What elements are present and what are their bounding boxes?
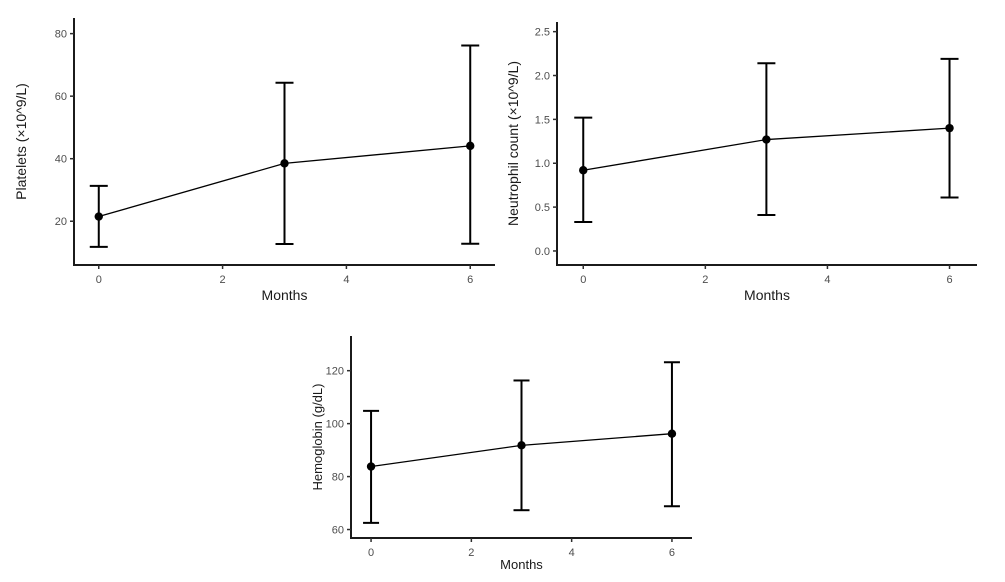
platelets-chart: 20 40 60 80 0 2 4 6 Months Platelets (×10^9/L) (13, 18, 495, 303)
y-tick-label: 100 (326, 419, 344, 431)
x-axis-title: Months (262, 287, 308, 303)
neutrophil-count-chart: 0.0 0.5 1.0 1.5 2.0 2.5 0 2 4 6 Months Neutrophil c… (505, 22, 977, 303)
y-axis-title: Platelets (×10^9/L) (13, 83, 29, 200)
x-tick-label: 6 (946, 274, 952, 286)
x-tick-label: 2 (220, 274, 226, 286)
data-point (94, 212, 103, 221)
data-point (280, 159, 289, 168)
x-tick-label: 0 (368, 547, 374, 559)
data-point (762, 135, 771, 144)
data-point (517, 441, 526, 450)
y-tick-label: 2.5 (535, 27, 550, 39)
y-axis-title: Hemoglobin (g/dL) (310, 384, 325, 491)
y-tick-label: 1.5 (535, 114, 550, 126)
x-tick-label: 0 (96, 274, 102, 286)
x-tick-label: 2 (702, 274, 708, 286)
hemoglobin-chart: 60 80 100 120 0 2 4 6 Months Hemoglobin (g/dL) (310, 336, 692, 572)
y-tick-label: 80 (332, 472, 344, 484)
y-tick-label: 1.0 (535, 158, 550, 170)
y-tick-label: 2.0 (535, 71, 550, 83)
y-tick-label: 0.0 (535, 246, 550, 258)
y-tick-label: 120 (326, 366, 344, 378)
y-tick-label: 60 (332, 525, 344, 537)
x-axis-title: Months (744, 287, 790, 303)
data-point (945, 123, 954, 133)
data-point (366, 462, 376, 471)
x-tick-label: 4 (824, 274, 830, 286)
y-axis-title: Neutrophil count (×10^9/L) (505, 61, 521, 226)
x-tick-label: 4 (569, 547, 575, 559)
data-point (466, 141, 475, 151)
y-tick-label: 40 (55, 154, 67, 166)
y-tick-label: 20 (55, 216, 67, 228)
data-point (579, 166, 588, 175)
x-tick-label: 6 (669, 547, 675, 559)
data-point (667, 429, 677, 438)
x-tick-label: 2 (468, 547, 474, 559)
y-tick-label: 60 (55, 91, 67, 103)
x-axis-title: Months (500, 557, 543, 572)
x-tick-label: 4 (343, 274, 349, 286)
y-tick-label: 0.5 (535, 202, 550, 214)
y-tick-label: 80 (55, 29, 67, 41)
x-tick-label: 6 (467, 274, 473, 286)
x-tick-label: 0 (580, 274, 586, 286)
